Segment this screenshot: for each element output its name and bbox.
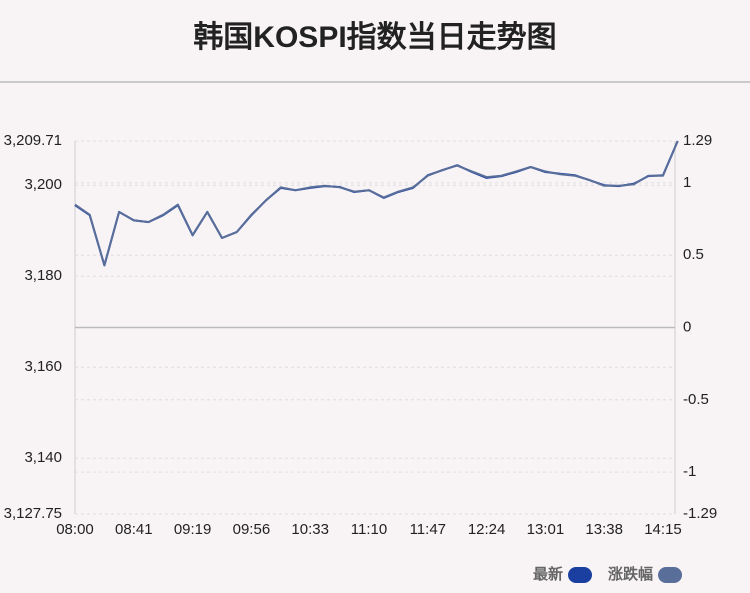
x-tick-label: 08:00 — [56, 521, 94, 538]
y2-tick-label: -1.29 — [683, 505, 717, 522]
y-tick-label: 3,127.75 — [4, 505, 62, 522]
chart-title: 韩国KOSPI指数当日走势图 — [193, 21, 556, 54]
y2-tick-label: -1 — [683, 463, 696, 480]
y-tick-label: 3,180 — [24, 267, 62, 284]
y-tick-label: 3,209.71 — [4, 132, 62, 149]
x-tick-label: 13:38 — [585, 521, 623, 538]
legend-label: 涨跌幅 — [608, 565, 653, 583]
y2-tick-label: -0.5 — [683, 391, 709, 408]
x-tick-label: 08:41 — [115, 521, 153, 538]
data-line — [74, 140, 679, 267]
x-tick-label: 11:47 — [410, 521, 446, 538]
x-tick-label: 09:19 — [174, 521, 212, 538]
x-tick-label: 10:33 — [291, 521, 329, 538]
x-tick-label: 12:24 — [468, 521, 506, 538]
legend-swatch — [568, 567, 593, 583]
y2-tick-label: 1.29 — [683, 132, 712, 149]
y-tick-label: 3,200 — [24, 176, 62, 193]
x-tick-label: 14:15 — [644, 521, 682, 538]
x-tick-label: 11:10 — [351, 521, 387, 538]
y-tick-label: 3,160 — [24, 358, 62, 375]
legend-label: 最新 — [533, 565, 563, 583]
x-tick-label: 09:56 — [233, 521, 271, 538]
y2-tick-label: 0.5 — [683, 246, 704, 263]
y-tick-label: 3,140 — [24, 449, 62, 466]
legend-swatch — [658, 567, 683, 583]
y2-tick-label: 1 — [683, 174, 691, 191]
y2-tick-label: 0 — [683, 318, 691, 335]
x-tick-label: 13:01 — [527, 521, 565, 538]
